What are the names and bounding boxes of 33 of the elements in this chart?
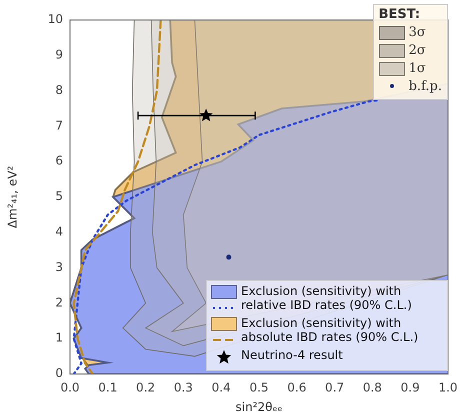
legend-label: Exclusion (sensitivity) with relative IBD rates (90% C.L.) [241, 284, 413, 312]
y-axis-title: Δm²₄₁, eV² [5, 166, 20, 228]
legend-label: 2σ [408, 43, 426, 59]
y-tick-label: 5 [55, 189, 63, 204]
line-series [72, 20, 162, 374]
x-tick-label: 0.0 [60, 380, 80, 394]
y-tick-label: 2 [55, 295, 63, 310]
legend-label: b.f.p. [408, 79, 442, 95]
y-tick-label: 9 [55, 48, 63, 62]
legend-label: Exclusion (sensitivity) with absolute IBD rates (90% C.L.) [241, 316, 420, 344]
x-tick-label: 0.8 [362, 380, 382, 394]
x-tick-label: 0.3 [174, 380, 193, 394]
y-tick-label: 8 [55, 82, 63, 97]
legend-title: BEST: [378, 7, 422, 23]
y-tick-label: 10 [48, 12, 63, 26]
x-axis-title: sin²2θₑₑ [236, 400, 282, 414]
x-tick-label: 0.5 [249, 380, 269, 394]
y-tick-label: 0 [55, 366, 63, 380]
y-tick-label: 1 [55, 330, 63, 345]
x-tick-label: 0.2 [136, 380, 156, 394]
x-tick-label: 0.7 [325, 380, 344, 394]
legend-label: Neutrino-4 result [241, 348, 343, 362]
x-tick-label: 0.9 [400, 380, 420, 394]
y-tick-label: 7 [55, 118, 63, 132]
legend-label: 3σ [408, 25, 426, 41]
x-tick-label: 0.1 [98, 380, 118, 394]
y-tick-label: 6 [55, 154, 63, 168]
legend-label: 1σ [408, 61, 426, 77]
x-tick-label: 1.0 [438, 380, 458, 394]
y-tick-label: 4 [55, 224, 63, 239]
y-tick-label: 3 [55, 260, 63, 274]
x-tick-label: 0.4 [212, 380, 231, 394]
x-tick-label: 0.6 [287, 380, 306, 394]
